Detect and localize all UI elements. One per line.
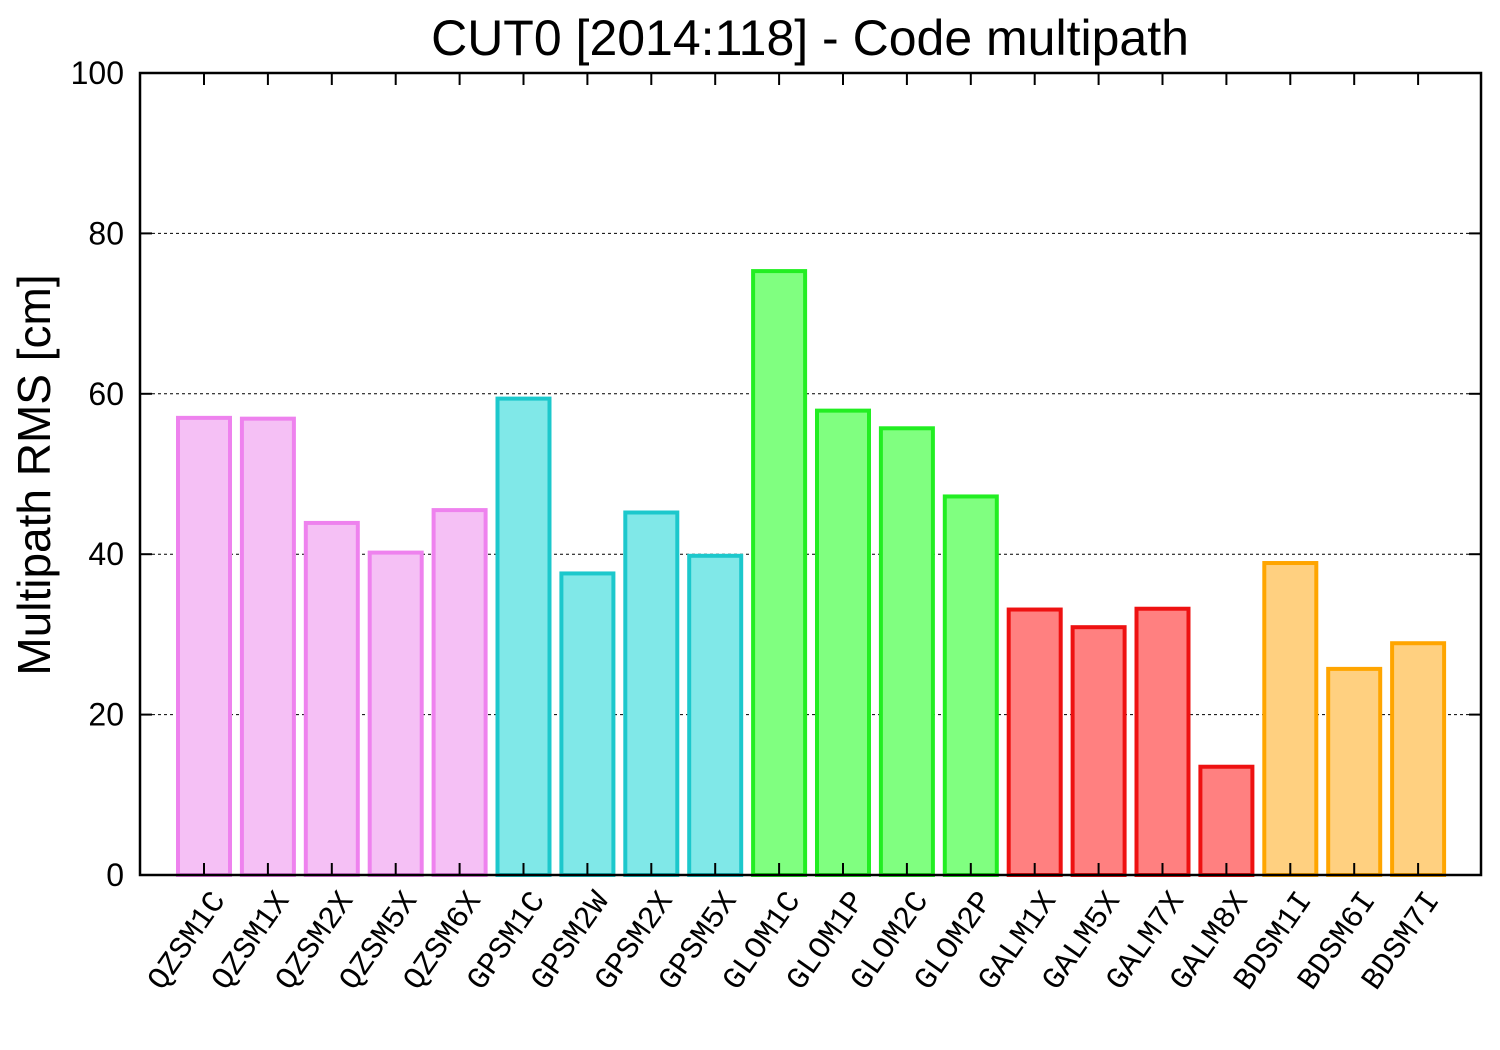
bar-bdsm6i xyxy=(1326,666,1383,877)
bar-glom1p xyxy=(815,408,871,877)
plot-frame xyxy=(138,71,1483,877)
y-tick-label: 0 xyxy=(106,857,124,893)
bar-gpsm2x xyxy=(623,510,680,877)
y-axis-label: Multipath RMS [cm] xyxy=(8,274,60,675)
y-tick-label: 60 xyxy=(88,376,124,412)
bar-bdsm1i xyxy=(1262,561,1319,877)
bar-qzsm5x xyxy=(367,550,424,877)
bar-bdsm7i xyxy=(1390,641,1447,877)
bar-galm7x xyxy=(1134,606,1191,878)
bar-gpsm5x xyxy=(687,553,744,878)
bar-qzsm2x xyxy=(303,520,360,877)
bar-glom1c xyxy=(751,269,808,877)
bar-qzsm1x xyxy=(239,416,296,877)
x-tick-labels: QZSM1CQZSM1XQZSM2XQZSM5XQZSM6XGPSM1CGPSM… xyxy=(141,885,1448,997)
bar-glom2p xyxy=(942,494,999,877)
bar-galm5x xyxy=(1070,625,1127,877)
y-tick-labels: 0 20 40 60 80 100 xyxy=(71,55,124,893)
y-tick-label: 40 xyxy=(88,536,124,572)
bar-qzsm1c xyxy=(176,415,232,877)
chart-title: CUT0 [2014:118] - Code multipath xyxy=(431,10,1189,66)
y-tick-label: 80 xyxy=(88,215,124,251)
bar-galm8x xyxy=(1198,764,1255,877)
y-tick-label: 20 xyxy=(88,697,124,733)
bar-glom2c xyxy=(878,426,935,877)
bar-qzsm6x xyxy=(431,508,488,877)
bar-gpsm1c xyxy=(495,396,552,877)
bar-gpsm2w xyxy=(559,571,616,877)
bar-galm1x xyxy=(1006,607,1063,878)
bars xyxy=(176,269,1447,878)
grid-lines xyxy=(140,232,1481,716)
y-tick-label: 100 xyxy=(71,55,124,91)
